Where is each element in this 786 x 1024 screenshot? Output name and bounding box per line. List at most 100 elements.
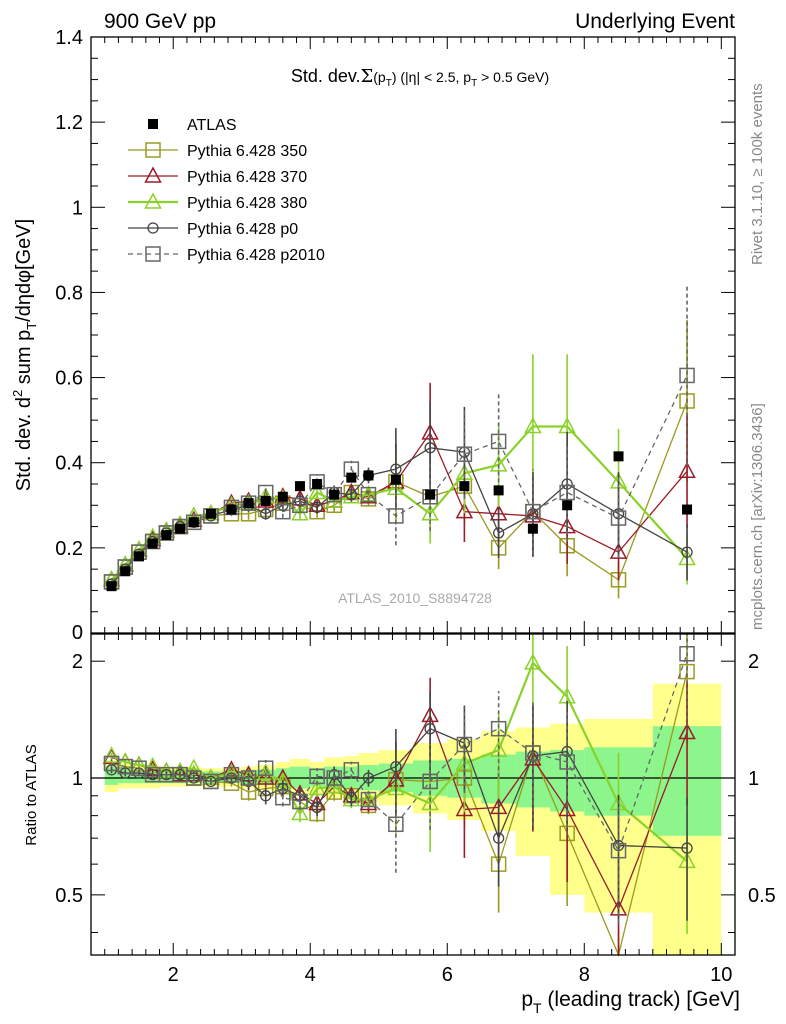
ratio-series-pythia-6-428-p2010-point — [186, 770, 202, 786]
series-pythia-6-428-p2010-point — [456, 446, 473, 462]
ratio-series-pythia-6-428-p2010-point — [343, 762, 360, 778]
series-atlas-point — [205, 508, 216, 519]
series-atlas-point — [188, 517, 199, 528]
ratio-y-tick-label: 1 — [72, 768, 83, 790]
series-pythia-6-428-380-point — [489, 455, 508, 472]
ratio-series-pythia-6-428-p0-point — [681, 842, 693, 854]
legend-pythia-6-428-p0-label: Pythia 6.428 p0 — [187, 221, 298, 238]
series-pythia-6-428-380-point — [524, 416, 542, 434]
series-pythia-6-428-p2010-point — [388, 508, 404, 524]
ratio-series-pythia-6-428-370-point — [256, 768, 275, 785]
series-pythia-6-428-p2010-point — [240, 495, 257, 511]
mcplots-label: mcplots.cern.ch [arXiv:1306.3436] — [749, 403, 766, 630]
series-atlas-point — [243, 498, 254, 509]
ratio-series-pythia-6-428-p0-point — [225, 772, 238, 784]
ratio-series-pythia-6-428-380-point — [256, 763, 275, 780]
series-pythia-6-428-370-point — [678, 461, 696, 478]
series-pythia-6-428-p2010-point — [679, 367, 695, 384]
ratio-series-pythia-6-428-p0-point — [424, 723, 436, 735]
legend-atlas-label: ATLAS — [187, 117, 237, 134]
series-pythia-6-428-p0-point — [260, 508, 272, 520]
main-y-axis-label: Std. dev. d2 sum pT/dηdφ[GeV] — [10, 219, 39, 491]
series-atlas-point — [161, 530, 172, 541]
series-atlas-point — [562, 500, 573, 511]
series-pythia-6-428-380-point — [325, 491, 343, 508]
series-atlas-point — [312, 479, 323, 489]
main-plot-title: Std. dev.Σ(pT) (|η| < 2.5, pT > 0.5 GeV) — [291, 66, 549, 89]
series-pythia-6-428-p2010-point — [186, 514, 202, 531]
ratio-y-tick-label: 0.5 — [55, 885, 83, 907]
legend-pythia-6-428-370-label: Pythia 6.428 370 — [187, 169, 307, 186]
ratio-series-pythia-6-428-p0-point — [260, 790, 272, 802]
series-pythia-6-428-p0-point — [311, 501, 323, 514]
ratio-series-pythia-6-428-p2010-point — [388, 816, 404, 833]
ratio-series-pythia-6-428-p2010-point — [326, 770, 342, 786]
x-tick-label: 10 — [710, 964, 732, 986]
ratio-series-pythia-6-428-p2010-point — [559, 754, 575, 770]
series-pythia-6-428-p0 — [105, 401, 693, 590]
ratio-series-pythia-6-428-p2010-point — [679, 646, 695, 662]
series-pythia-6-428-380-point — [342, 487, 361, 504]
legend-pythia-6-428-380-label: Pythia 6.428 380 — [187, 195, 307, 212]
legend-pythia-6-428-380-marker — [144, 192, 162, 209]
series-pythia-6-428-p0-point — [294, 495, 306, 507]
y-tick-label: 0.4 — [55, 453, 83, 475]
ratio-series-pythia-6-428-380-point — [524, 653, 542, 670]
series-atlas-point — [459, 481, 470, 492]
ratio-series-pythia-6-428-p2010-point — [292, 793, 308, 810]
ratio-series-pythia-6-428-p2010-point — [490, 720, 507, 737]
ratio-series-pythia-6-428-p0-point — [362, 772, 375, 784]
ratio-series-pythia-6-428-380-point — [291, 803, 309, 821]
series-atlas-point — [390, 474, 401, 485]
legend-pythia-6-428-370-marker — [144, 166, 162, 183]
legend: ATLAS Pythia 6.428 350 Pythia 6.428 370 Pyt… — [128, 117, 325, 264]
legend-pythia-6-428-p0-marker — [147, 222, 159, 234]
y-tick-label: 1.4 — [55, 27, 83, 49]
y-tick-label-zero: 0 — [72, 622, 83, 644]
x-tick-label: 6 — [442, 964, 453, 986]
y-tick-label: 0.8 — [55, 282, 83, 304]
series-atlas-point — [175, 523, 186, 534]
ratio-series-pythia-6-428-p0-point — [311, 801, 323, 814]
series-atlas-point — [277, 491, 288, 502]
ratio-series-pythia-6-428-350-point — [679, 663, 695, 680]
ratio-series-pythia-6-428-p2010-point — [309, 768, 325, 785]
ratio-series-pythia-6-428-p2010 — [103, 634, 695, 924]
ratio-y-tick-label: 2 — [72, 651, 83, 673]
series-pythia-6-428-370-point — [455, 502, 474, 519]
series-pythia-6-428-380 — [102, 354, 696, 587]
x-axis-label: pT (leading track) [GeV] — [521, 988, 740, 1016]
series-pythia-6-428-380-point — [308, 482, 326, 500]
ratio-series-pythia-6-428-p2010-point — [203, 773, 219, 790]
series-pythia-6-428-p2010-point — [559, 484, 575, 501]
x-tick-label: 4 — [305, 964, 316, 986]
y-tick-label: 1.2 — [55, 112, 83, 134]
ratio-y-axis-label: Ratio to ATLAS — [23, 744, 40, 845]
series-atlas-point — [682, 504, 693, 515]
legend-pythia-6-428-350-label: Pythia 6.428 350 — [187, 143, 307, 160]
series-atlas-point — [260, 496, 271, 507]
x-tick-label: 8 — [579, 964, 590, 986]
series-atlas-point — [147, 538, 158, 549]
rivet-label: Rivet 3.1.10, ≥ 100k events — [749, 83, 766, 265]
series-pythia-6-428-p2010 — [103, 285, 695, 590]
y-tick-label: 0.2 — [55, 538, 83, 560]
series-atlas-point — [425, 489, 436, 500]
ratio-series-pythia-6-428-p2010-point — [610, 842, 627, 859]
ratio-y-tick-label-right: 0.5 — [748, 885, 776, 907]
header-left: 900 GeV pp — [104, 10, 216, 33]
series-pythia-6-428-p2010-point — [326, 486, 342, 503]
series-pythia-6-428-370-line — [111, 431, 688, 581]
legend-pythia-6-428-p2010-marker — [145, 246, 161, 262]
series-pythia-6-428-p0-point — [390, 463, 402, 475]
ratio-series-pythia-6-428-p0-point — [328, 769, 340, 781]
ratio-series-pythia-6-428-p2010-point — [257, 760, 274, 776]
ratio-series-pythia-6-428-p2010-point — [275, 789, 291, 806]
ratio-series-pythia-6-428-p2010-point — [240, 770, 257, 786]
ratio-series-pythia-6-428-p2010-point — [422, 773, 438, 790]
y-tick-label: 0.6 — [55, 368, 83, 390]
ratio-series-pythia-6-428-370-point — [171, 765, 189, 782]
series-pythia-6-428-p2010-point — [610, 510, 627, 526]
ratio-series-pythia-6-428-380-point — [185, 758, 203, 775]
